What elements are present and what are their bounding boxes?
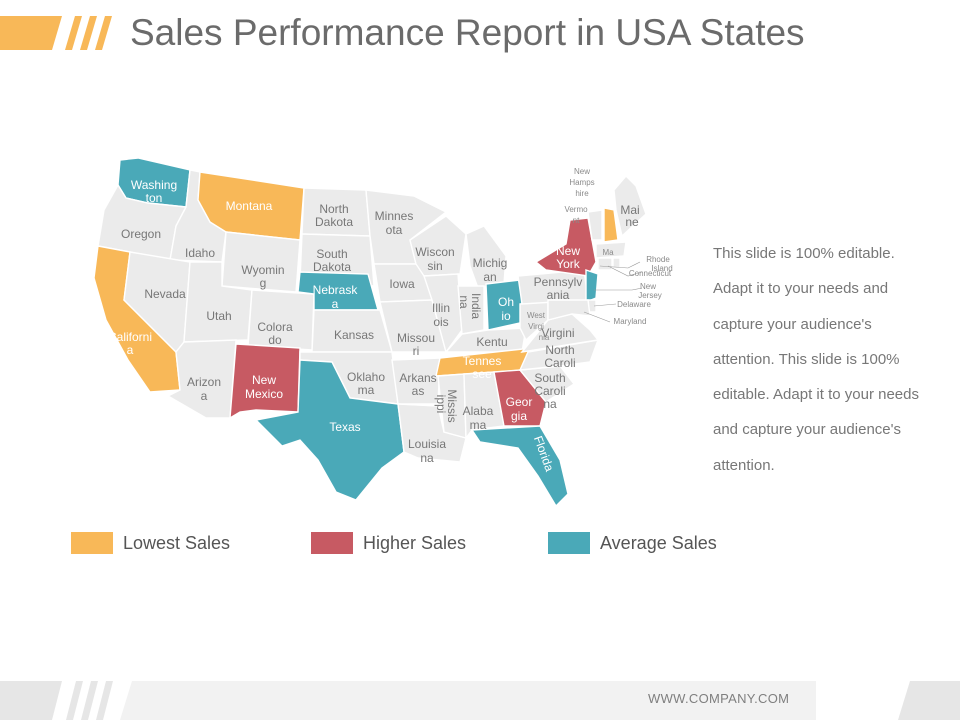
- label-indiana: India: [469, 293, 483, 319]
- title-accent-stripes-icon: [0, 16, 112, 50]
- label-nebraska: Nebrask a: [313, 283, 359, 311]
- label-new-mexico: New Mexico: [245, 373, 283, 401]
- state-new-hampshire[interactable]: [603, 207, 619, 243]
- legend-swatch-average: [548, 532, 590, 554]
- label-new-jersey: New Jersey: [638, 282, 662, 300]
- label-maryland: Maryland: [614, 317, 647, 326]
- description-text: This slide is 100% editable. Adapt it to…: [713, 245, 919, 474]
- state-alabama[interactable]: [463, 371, 505, 441]
- label-minnesota: Minnes ota: [375, 209, 414, 237]
- label-wisconsin: Wiscon sin: [415, 245, 454, 273]
- label-iowa: Iowa: [389, 277, 415, 291]
- legend-swatch-lowest: [71, 532, 113, 554]
- state-georgia[interactable]: [493, 369, 547, 427]
- label-west-virginia: West Virgi nia: [527, 311, 550, 342]
- label-michigan: Michig an: [473, 256, 508, 284]
- page-title: Sales Performance Report in USA States: [130, 12, 805, 53]
- label-colorado: Colora do: [257, 320, 293, 347]
- label-texas: Texas: [329, 420, 360, 434]
- label-arizona: Arizon a: [187, 375, 221, 403]
- label-wyoming: Wyomin g: [241, 263, 284, 290]
- label-arkansas: Arkans as: [399, 371, 436, 398]
- label-new-hampshire: New Hamps hire: [569, 167, 594, 198]
- label-maine: Mai ne: [620, 203, 639, 229]
- label-georgia: Geor gia: [506, 395, 533, 423]
- state-leader-lines: [583, 261, 643, 323]
- label-nevada: Nevada: [144, 287, 186, 301]
- label-kansas: Kansas: [334, 328, 374, 342]
- label-illinois: Illin ois: [432, 301, 450, 329]
- legend-label-lowest: Lowest Sales: [123, 533, 231, 553]
- label-oregon: Oregon: [121, 227, 161, 241]
- label-connecticut: Connecticut: [629, 269, 672, 278]
- label-south-carolina: South Caroli na: [534, 371, 565, 411]
- label-oklahoma: Oklaho ma: [347, 370, 385, 397]
- footer: WWW.COMPANY.COM: [0, 681, 960, 720]
- state-virginia[interactable]: [520, 313, 600, 353]
- state-new-jersey[interactable]: [585, 269, 599, 304]
- state-new-mexico[interactable]: [229, 343, 301, 420]
- state-wisconsin[interactable]: [409, 215, 467, 277]
- state-texas[interactable]: [254, 359, 405, 501]
- label-indiana-suffix: na: [457, 295, 471, 309]
- legend-label-average: Average Sales: [600, 533, 717, 553]
- label-utah: Utah: [206, 309, 231, 323]
- state-maine[interactable]: [613, 174, 647, 238]
- label-idaho: Idaho: [185, 246, 215, 260]
- label-kentucky: Kentu: [476, 335, 507, 349]
- state-rhode-island[interactable]: [612, 257, 621, 269]
- state-arkansas[interactable]: [391, 357, 441, 405]
- state-illinois[interactable]: [423, 273, 463, 354]
- label-mississippi-suffix: ippi: [434, 395, 448, 414]
- legend-swatch-higher: [311, 532, 353, 554]
- label-mississippi: Missis: [445, 389, 459, 422]
- label-ohio: Oh io: [498, 295, 514, 323]
- label-louisiana: Louisia na: [408, 437, 446, 465]
- label-montana: Montana: [226, 199, 273, 213]
- label-rhode-island: Rhode Island: [646, 255, 672, 273]
- label-virginia: Virgini: [541, 326, 574, 340]
- state-massachusetts[interactable]: [595, 241, 627, 259]
- label-washington: Washing ton: [131, 178, 177, 205]
- label-vermont: Vermo nt: [564, 205, 588, 225]
- state-wyoming[interactable]: [221, 231, 301, 293]
- legend-label-higher: Higher Sales: [363, 533, 467, 553]
- footer-url[interactable]: WWW.COMPANY.COM: [648, 691, 790, 706]
- state-florida[interactable]: [470, 425, 569, 508]
- label-tennessee: Tennes see: [463, 354, 502, 381]
- label-pennsylvania: Pennsylv ania: [534, 275, 583, 302]
- label-alabama: Alaba ma: [463, 404, 494, 432]
- label-missouri: Missou ri: [397, 331, 435, 358]
- state-vermont[interactable]: [587, 209, 603, 241]
- label-massachusetts: Ma: [602, 248, 614, 257]
- label-north-carolina: North Caroli: [544, 343, 575, 370]
- footer-decoration: [0, 681, 960, 720]
- label-north-dakota: North Dakota: [315, 202, 353, 229]
- state-connecticut[interactable]: [597, 257, 613, 271]
- label-new-york: New York: [556, 244, 581, 271]
- title-bar: Sales Performance Report in USA States: [0, 12, 960, 54]
- label-south-dakota: South Dakota: [313, 247, 351, 274]
- state-louisiana[interactable]: [397, 403, 467, 463]
- state-maryland[interactable]: [547, 299, 591, 321]
- label-delaware: Delaware: [617, 300, 651, 309]
- label-california: Californi a: [108, 330, 152, 357]
